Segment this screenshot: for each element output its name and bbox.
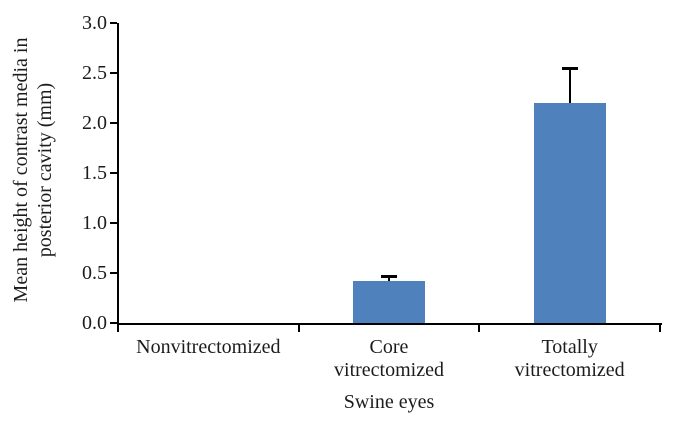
x-tick-label-2: Totally vitrectomized — [460, 336, 674, 382]
bar-2 — [533, 103, 606, 323]
x-tick-mark — [659, 325, 661, 332]
y-axis-line — [117, 23, 119, 325]
x-tick-label-line: vitrectomized — [514, 359, 625, 381]
error-bar-cap-1 — [381, 275, 397, 278]
error-bar-whisker-1 — [388, 276, 390, 281]
y-tick-mark — [110, 272, 117, 274]
y-tick-mark — [110, 122, 117, 124]
x-tick-mark — [117, 325, 119, 332]
x-axis-title: Swine eyes — [343, 391, 435, 413]
y-tick-label: 1.5 — [82, 162, 107, 184]
bar-1 — [353, 281, 425, 323]
y-tick-label: 2.5 — [82, 62, 107, 84]
y-tick-label: 2.0 — [82, 112, 107, 134]
y-tick-mark — [110, 222, 117, 224]
y-tick-mark — [110, 322, 117, 324]
x-tick-mark — [297, 325, 300, 332]
error-bar-whisker-2 — [568, 68, 571, 103]
y-tick-label: 0.0 — [82, 312, 107, 334]
x-tick-label-0: Nonvitrectomized — [98, 336, 318, 359]
x-tick-label-line: Core — [369, 336, 409, 358]
y-tick-mark — [110, 22, 117, 24]
x-tick-label-line: Totally — [541, 336, 598, 358]
y-axis-title-line1: Mean height of contrast media in — [10, 37, 32, 303]
y-tick-label: 1.0 — [82, 212, 107, 234]
x-tick-mark — [478, 325, 481, 332]
y-axis-title: Mean height of contrast media in posteri… — [9, 0, 57, 350]
x-axis-line — [117, 323, 662, 325]
y-tick-mark — [110, 172, 117, 174]
y-tick-mark — [110, 72, 117, 74]
x-tick-label-line: Nonvitrectomized — [136, 336, 281, 358]
x-tick-label-line: vitrectomized — [334, 359, 444, 381]
y-tick-label: 3.0 — [82, 12, 107, 34]
y-tick-label: 0.5 — [82, 262, 107, 284]
error-bar-cap-2 — [561, 67, 578, 70]
x-tick-label-1: Core vitrectomized — [279, 336, 499, 382]
